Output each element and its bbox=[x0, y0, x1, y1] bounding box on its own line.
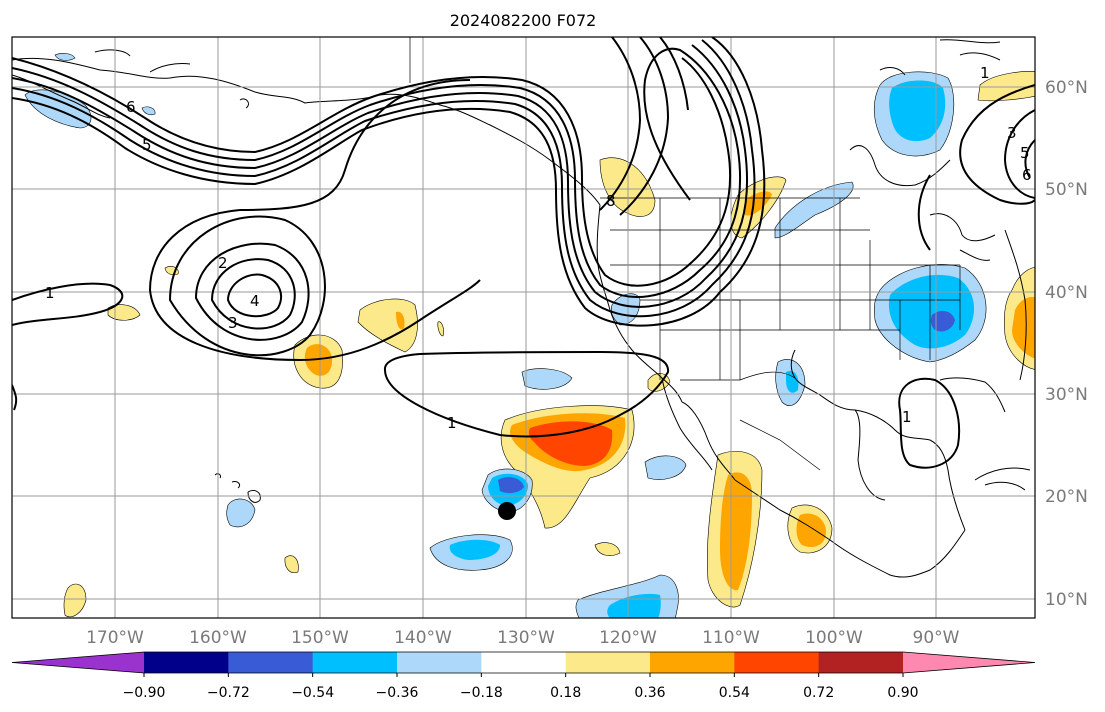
positive-anomaly-region bbox=[107, 304, 141, 321]
colorbar-segment bbox=[312, 652, 398, 673]
latitude-labels: 60°N 50°N 40°N 30°N 20°N 10°N bbox=[1045, 78, 1088, 610]
storm-position-marker bbox=[498, 502, 516, 520]
contour-label: 5 bbox=[142, 136, 152, 154]
colorbar-segment bbox=[228, 652, 314, 673]
anomaly-shading bbox=[24, 53, 1035, 618]
colorbar-tick-label: −0.18 bbox=[460, 685, 503, 701]
positive-anomaly-region bbox=[63, 583, 87, 618]
lon-label: 130°W bbox=[497, 628, 555, 648]
negative-anomaly-region bbox=[449, 539, 500, 560]
colorbar-segment bbox=[818, 652, 904, 673]
negative-anomaly-region bbox=[607, 593, 661, 618]
negative-anomaly-region bbox=[226, 498, 256, 528]
contour-label: 6 bbox=[126, 98, 136, 116]
contour-label: 8 bbox=[606, 192, 616, 210]
colorbar-tick-label: 0.18 bbox=[550, 685, 581, 701]
contour-lines bbox=[12, 37, 1035, 469]
lat-label: 40°N bbox=[1045, 283, 1088, 303]
graticule bbox=[12, 37, 1035, 618]
lat-label: 10°N bbox=[1045, 590, 1088, 610]
negative-anomaly-region bbox=[54, 53, 76, 61]
contour-label: 2 bbox=[218, 254, 228, 272]
positive-anomaly-region bbox=[720, 472, 752, 591]
coastlines bbox=[12, 39, 1031, 578]
negative-anomaly-region bbox=[786, 370, 799, 393]
colorbar-segment bbox=[397, 652, 482, 673]
colorbar-segment bbox=[565, 652, 651, 673]
positive-anomaly-region bbox=[284, 555, 299, 573]
colorbar-segment bbox=[144, 652, 229, 673]
contour-label: 6 bbox=[1022, 166, 1032, 184]
negative-anomaly-region bbox=[498, 477, 524, 494]
contour-label: 1 bbox=[45, 284, 55, 302]
negative-anomaly-region bbox=[889, 80, 946, 142]
positive-anomaly-region bbox=[796, 513, 826, 548]
contour-label-group: 6 5 2 4 3 1 1 1 3 5 6 8 1 bbox=[45, 64, 1032, 432]
positive-anomaly-region bbox=[396, 311, 405, 330]
negative-anomaly-region bbox=[644, 455, 687, 480]
contour-label: 3 bbox=[1007, 124, 1017, 142]
colorbar-tick-label: −0.54 bbox=[291, 685, 334, 701]
colorbar-tick-label: 0.72 bbox=[803, 685, 834, 701]
negative-anomaly-region bbox=[888, 274, 975, 349]
lon-label: 120°W bbox=[599, 628, 657, 648]
colorbar-tick-label: −0.90 bbox=[123, 685, 166, 701]
lat-label: 20°N bbox=[1045, 487, 1088, 507]
map-area: 6 5 2 4 3 1 1 1 3 5 6 8 1 bbox=[12, 37, 1035, 618]
positive-anomaly-region bbox=[745, 191, 772, 216]
lon-label: 140°W bbox=[394, 628, 452, 648]
colorbar-tick-label: 0.36 bbox=[634, 685, 665, 701]
negative-anomaly-region bbox=[141, 106, 156, 116]
contour-label: 5 bbox=[1020, 144, 1030, 162]
colorbar-segment bbox=[481, 652, 567, 673]
lon-label: 90°W bbox=[913, 628, 960, 648]
contour-label: 1 bbox=[902, 408, 912, 426]
longitude-labels: 170°W 160°W 150°W 140°W 130°W 120°W 110°… bbox=[86, 628, 960, 648]
positive-anomaly-region bbox=[594, 542, 621, 556]
colorbar-tick-label: 0.54 bbox=[719, 685, 750, 701]
lat-label: 60°N bbox=[1045, 78, 1088, 98]
contour-label: 1 bbox=[447, 414, 457, 432]
map-title: 2024082200 F072 bbox=[450, 11, 597, 30]
colorbar-extend-high bbox=[903, 652, 1035, 673]
lon-label: 100°W bbox=[805, 628, 863, 648]
contour-label: 4 bbox=[250, 292, 260, 310]
negative-anomaly-region bbox=[930, 310, 955, 332]
lon-label: 150°W bbox=[291, 628, 349, 648]
positive-anomaly-region bbox=[1012, 297, 1035, 359]
colorbar: −0.90 −0.72 −0.54 −0.36 −0.18 0.18 0.36 0.54 0.7… bbox=[11, 651, 1036, 701]
positive-anomaly-region bbox=[977, 71, 1035, 102]
lon-label: 110°W bbox=[702, 628, 760, 648]
map-frame bbox=[11, 36, 1036, 619]
colorbar-tick-label: −0.72 bbox=[207, 685, 250, 701]
contour-label: 1 bbox=[980, 64, 990, 82]
colorbar-extend-low bbox=[12, 652, 144, 673]
lat-label: 50°N bbox=[1045, 180, 1088, 200]
colorbar-tick-label: 0.90 bbox=[887, 685, 918, 701]
contour-label: 3 bbox=[228, 314, 238, 332]
positive-anomaly-region bbox=[437, 321, 444, 337]
lon-label: 160°W bbox=[189, 628, 247, 648]
colorbar-segment bbox=[734, 652, 820, 673]
positive-anomaly-region bbox=[528, 421, 613, 466]
colorbar-tick-label: −0.36 bbox=[376, 685, 419, 701]
lon-label: 170°W bbox=[86, 628, 144, 648]
lat-label: 30°N bbox=[1045, 385, 1088, 405]
positive-anomaly-region bbox=[357, 298, 418, 353]
negative-anomaly-region bbox=[521, 368, 573, 390]
colorbar-segment bbox=[650, 652, 735, 673]
